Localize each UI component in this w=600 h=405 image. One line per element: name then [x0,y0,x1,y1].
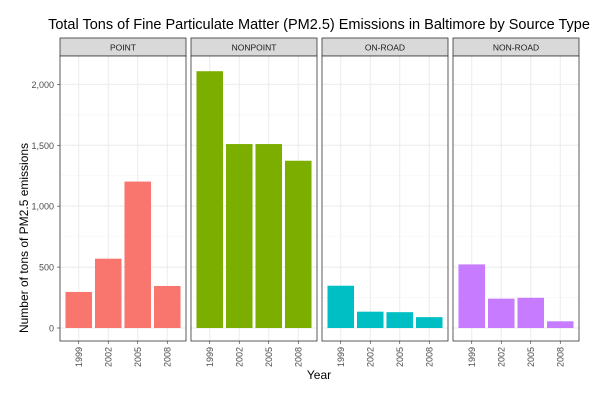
facet-panel-non-road: NON-ROAD 1999 2002 2005 2008 [452,37,580,367]
y-tick-label: 1,500 [31,141,54,151]
panel-border [190,55,318,342]
x-tick-label: 2005 [395,347,405,367]
bar-nonpoint-2008 [284,160,312,328]
x-tick-label: 2002 [103,347,113,367]
facet-panel-on-road: ON-ROAD 1999 2002 2005 2008 [321,37,449,367]
facet-strip-label: NONPOINT [232,43,277,53]
chart-title: Total Tons of Fine Particulate Matter (P… [48,17,590,33]
bar-nonpoint-2005 [255,144,283,328]
x-tick-label: 2008 [293,347,303,367]
facet-panel-point: POINT 1999 2002 2005 2008 [59,37,187,367]
bar-non-road-1999 [458,264,486,328]
facet-strip-label: POINT [110,43,136,53]
y-tick-label: 500 [39,263,54,273]
bar-point-1999 [65,291,93,328]
bar-on-road-2008 [415,317,443,328]
bar-on-road-2002 [356,311,384,328]
facet-panels: 0 500 1,000 1,500 2,000 POINT 1999 2002 2005 2008… [31,37,580,367]
bar-point-2005 [124,181,152,328]
x-tick-label: 2002 [365,347,375,367]
bar-non-road-2008 [546,321,574,328]
x-tick-label: 2002 [234,347,244,367]
bar-point-2008 [153,285,181,328]
bar-non-road-2005 [517,297,545,328]
x-tick-label: 2008 [424,347,434,367]
bar-point-2002 [94,258,122,328]
x-tick-label: 1999 [467,347,477,367]
bar-nonpoint-1999 [196,71,224,328]
bar-on-road-1999 [327,285,355,328]
x-tick-label: 2005 [264,347,274,367]
bar-on-road-2005 [386,312,414,328]
x-tick-label: 2008 [555,347,565,367]
facet-panel-nonpoint: NONPOINT 1999 2002 2005 2008 [190,37,318,367]
y-tick-label: 0 [49,324,54,334]
y-tick-label: 1,000 [31,202,54,212]
panel-border [452,55,580,342]
panel-border [321,55,449,342]
facet-strip-label: ON-ROAD [365,43,405,53]
bar-non-road-2002 [487,298,515,328]
x-tick-label: 1999 [205,347,215,367]
x-tick-label: 2002 [496,347,506,367]
y-axis-label: Number of tons of PM2.5 emissions [17,143,31,333]
panel-border [59,55,187,342]
y-tick-label: 2,000 [31,80,54,90]
x-tick-label: 1999 [74,347,84,367]
facet-strip-label: NON-ROAD [493,43,539,53]
bar-nonpoint-2002 [225,144,253,328]
x-axis-label: Year [307,368,331,382]
x-tick-label: 2005 [526,347,536,367]
x-tick-label: 1999 [336,347,346,367]
x-tick-label: 2008 [162,347,172,367]
x-tick-label: 2005 [133,347,143,367]
